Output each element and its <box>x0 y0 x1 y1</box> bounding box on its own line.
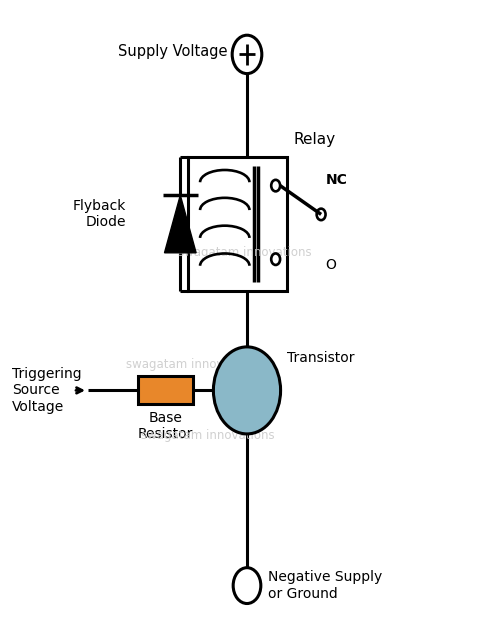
Text: Transistor: Transistor <box>287 351 354 365</box>
Text: swagatam innovations: swagatam innovations <box>141 429 274 442</box>
Bar <box>138 376 193 404</box>
Text: Negative Supply
or Ground: Negative Supply or Ground <box>268 570 382 601</box>
Text: Supply Voltage: Supply Voltage <box>118 44 227 59</box>
Text: Flyback
Diode: Flyback Diode <box>73 199 126 230</box>
Text: NC: NC <box>326 173 348 188</box>
Text: swagatam innovations: swagatam innovations <box>178 246 311 259</box>
Circle shape <box>213 347 281 434</box>
Text: Base
Resistor: Base Resistor <box>138 411 193 441</box>
Polygon shape <box>165 195 196 253</box>
Text: Relay: Relay <box>294 132 336 147</box>
Text: swagatam innovations: swagatam innovations <box>126 358 259 371</box>
Text: Triggering
Source
Voltage: Triggering Source Voltage <box>12 367 82 413</box>
Bar <box>188 157 287 291</box>
Text: O: O <box>325 258 336 272</box>
